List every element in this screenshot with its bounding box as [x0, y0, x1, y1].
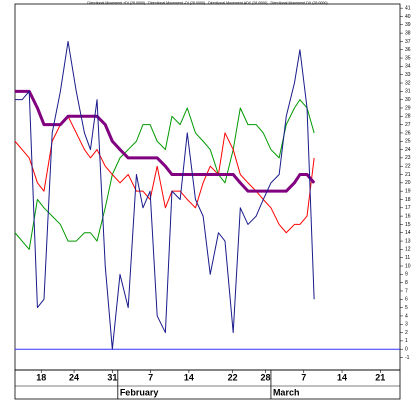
series-line — [15, 89, 316, 193]
y-tick-label: 3 — [405, 322, 408, 328]
y-tick-label: 12 — [405, 247, 411, 253]
y-tick-label: 25 — [405, 139, 411, 145]
y-tick-label: 2 — [405, 330, 408, 336]
y-tick-label: 24 — [405, 147, 411, 153]
month-label: February — [120, 387, 159, 397]
y-tick-label: 39 — [405, 22, 411, 28]
series-name: Directional Movement -DI (28.0000) — [148, 1, 205, 5]
y-tick-label: 15 — [405, 222, 411, 228]
x-axis-frame — [14, 369, 401, 400]
y-tick-label: 20 — [405, 180, 411, 186]
y-tick-label: 38 — [405, 30, 411, 36]
y-tick-label: 17 — [405, 205, 411, 211]
y-tick-label: 35 — [405, 55, 411, 61]
y-tick-label: 1 — [405, 338, 408, 344]
x-tick-label: 31 — [107, 372, 117, 382]
series-line — [14, 115, 315, 234]
y-tick-label: 26 — [405, 130, 411, 136]
month-label: March — [273, 387, 300, 397]
x-tick-label: 7 — [148, 372, 153, 382]
y-tick-label: 0 — [405, 347, 408, 353]
x-tick-label: 7 — [301, 372, 306, 382]
y-tick-label: 28 — [405, 114, 411, 120]
y-tick-label: 18 — [405, 197, 411, 203]
y-tick-label: 27 — [405, 122, 411, 128]
x-tick-label: 22 — [228, 372, 238, 382]
y-tick-label: 14 — [405, 230, 411, 236]
y-tick-label: 16 — [405, 213, 411, 219]
x-tick-label: 14 — [337, 372, 347, 382]
series-name: Directional Movement ADX (28.0000) — [208, 1, 267, 5]
series-line — [15, 40, 315, 350]
y-tick-label: 6 — [405, 297, 408, 303]
series-line — [14, 99, 315, 250]
title-row: Directional Movement +DI (28.0000) Direct… — [87, 1, 327, 5]
x-tick-label: 24 — [69, 372, 79, 382]
y-tick-label: 30 — [405, 97, 411, 103]
y-tick-label: 33 — [405, 72, 411, 78]
y-tick-label: 23 — [405, 155, 411, 161]
series-name: Directional Movement DX (28.0000) — [270, 1, 327, 5]
y-tick-label: 22 — [405, 164, 411, 170]
y-tick-label: 7 — [405, 288, 408, 294]
y-tick-label: 5 — [405, 305, 408, 311]
y-tick-label: 40 — [405, 14, 411, 20]
y-tick-label: 9 — [405, 272, 408, 278]
x-tick-label: 21 — [375, 372, 385, 382]
y-tick-label: 29 — [405, 105, 411, 111]
y-tick-label: 32 — [405, 80, 411, 86]
y-tick-label: 31 — [405, 89, 411, 95]
y-tick-label: 8 — [405, 280, 408, 286]
y-tick-label: 19 — [405, 188, 411, 194]
y-tick-label: 37 — [405, 39, 411, 45]
x-tick-label: 28 — [260, 372, 270, 382]
x-tick-label: 14 — [184, 372, 194, 382]
y-tick-label: -1 — [405, 355, 410, 361]
series-name: Directional Movement +DI (28.0000) — [87, 1, 145, 5]
x-tick-label: 18 — [36, 372, 46, 382]
y-tick-label: 41 — [405, 5, 411, 11]
y-tick-label: 13 — [405, 238, 411, 244]
y-tick-label: 34 — [405, 64, 411, 70]
plot-frame — [14, 3, 401, 371]
y-tick-label: 10 — [405, 263, 411, 269]
y-tick-label: 36 — [405, 47, 411, 53]
y-tick-label: 21 — [405, 172, 411, 178]
y-tick-label: 4 — [405, 313, 408, 319]
y-tick-label: 11 — [405, 255, 410, 261]
